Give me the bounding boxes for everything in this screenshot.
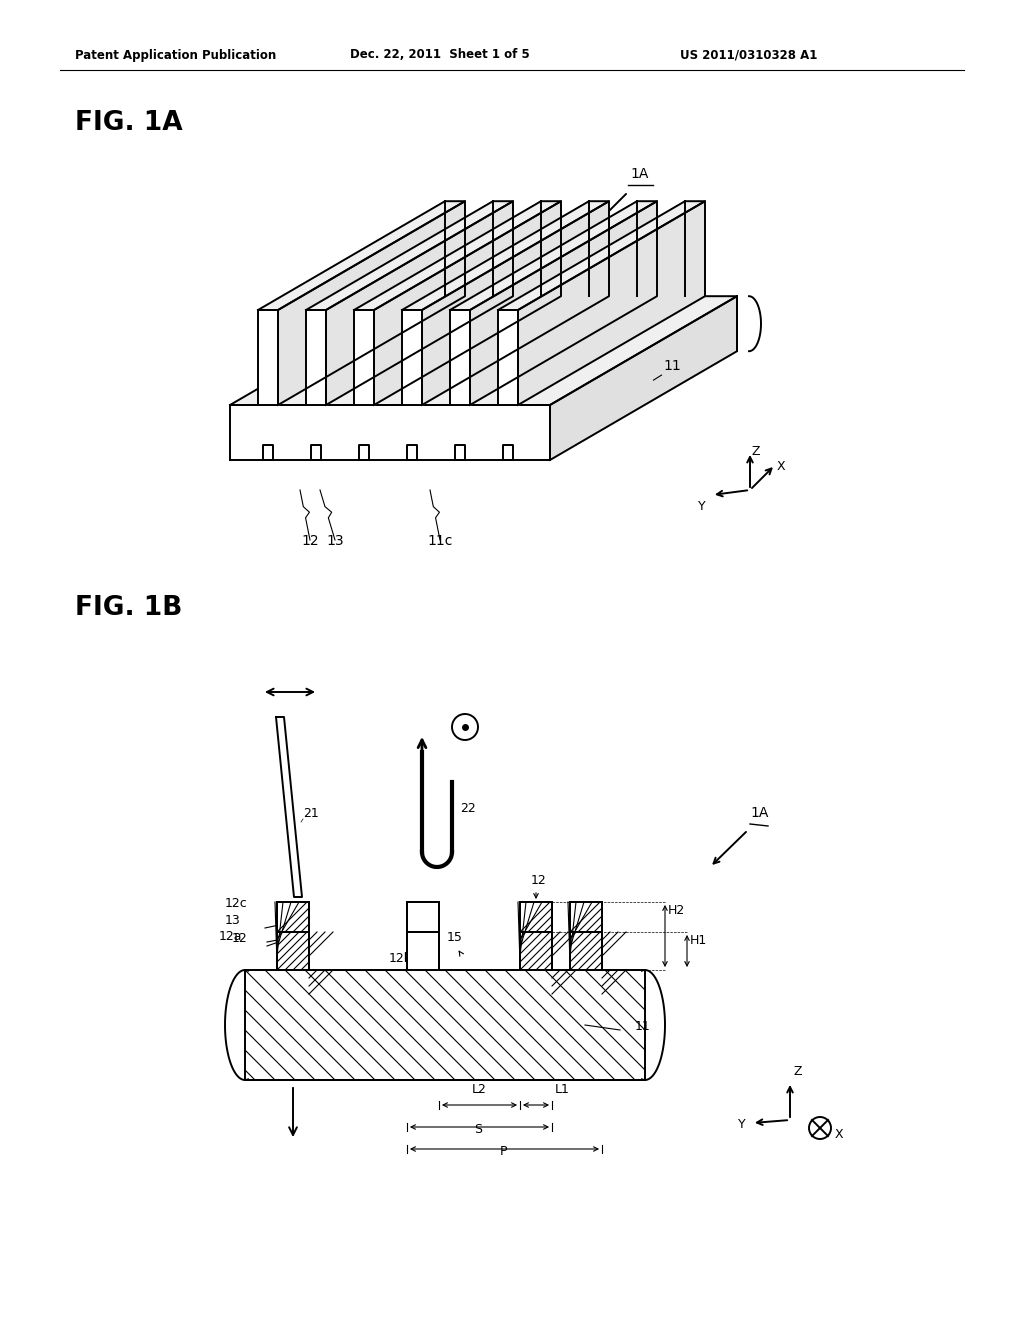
Polygon shape (245, 970, 645, 1080)
Text: P: P (500, 1144, 507, 1158)
Polygon shape (498, 201, 705, 310)
Text: FIG. 1A: FIG. 1A (75, 110, 182, 136)
Polygon shape (570, 902, 602, 932)
Polygon shape (278, 932, 309, 970)
Text: 12: 12 (531, 874, 547, 887)
Polygon shape (498, 310, 518, 405)
Polygon shape (407, 932, 439, 970)
Text: 11: 11 (635, 1020, 650, 1034)
Text: X: X (835, 1129, 844, 1140)
Polygon shape (278, 201, 465, 405)
Polygon shape (402, 201, 609, 310)
Polygon shape (470, 201, 657, 405)
Text: 21: 21 (303, 807, 318, 820)
Polygon shape (354, 201, 561, 310)
Text: Y: Y (698, 500, 706, 513)
Text: L1: L1 (555, 1082, 570, 1096)
Polygon shape (550, 296, 737, 459)
Polygon shape (258, 310, 278, 405)
Polygon shape (354, 310, 374, 405)
Text: Y: Y (738, 1118, 745, 1131)
Text: Patent Application Publication: Patent Application Publication (75, 49, 276, 62)
Polygon shape (422, 201, 609, 405)
Polygon shape (278, 902, 309, 932)
Text: 12b: 12b (389, 952, 413, 965)
Polygon shape (450, 310, 470, 405)
Text: 11c: 11c (427, 535, 453, 548)
Polygon shape (326, 201, 513, 405)
Polygon shape (402, 310, 422, 405)
Text: 22: 22 (460, 803, 476, 814)
Text: X: X (777, 459, 785, 473)
Text: Z: Z (793, 1065, 802, 1078)
Polygon shape (230, 296, 737, 405)
Polygon shape (276, 717, 302, 898)
Text: Z: Z (752, 445, 761, 458)
Text: Dec. 22, 2011  Sheet 1 of 5: Dec. 22, 2011 Sheet 1 of 5 (350, 49, 529, 62)
Polygon shape (306, 310, 326, 405)
Text: US 2011/0310328 A1: US 2011/0310328 A1 (680, 49, 817, 62)
Text: 15: 15 (447, 931, 463, 944)
Polygon shape (450, 201, 657, 310)
Text: H2: H2 (668, 904, 685, 917)
Polygon shape (306, 201, 513, 310)
Polygon shape (374, 201, 561, 405)
Text: 12c: 12c (225, 898, 248, 909)
Text: L2: L2 (471, 1082, 486, 1096)
Polygon shape (518, 201, 705, 405)
Text: 12: 12 (301, 535, 318, 548)
Text: H1: H1 (690, 935, 708, 946)
Polygon shape (520, 902, 552, 932)
Text: 1A: 1A (750, 807, 768, 820)
Polygon shape (230, 405, 550, 459)
Text: 13: 13 (225, 913, 241, 927)
Text: 11: 11 (664, 359, 681, 374)
Text: 1A: 1A (631, 168, 649, 181)
Polygon shape (258, 201, 465, 310)
Text: 12: 12 (232, 932, 248, 945)
Text: S: S (474, 1123, 482, 1137)
Text: 12a: 12a (219, 931, 243, 942)
Polygon shape (407, 902, 439, 932)
Text: FIG. 1B: FIG. 1B (75, 595, 182, 620)
Polygon shape (520, 932, 552, 970)
Text: 13: 13 (327, 535, 344, 548)
Polygon shape (570, 932, 602, 970)
